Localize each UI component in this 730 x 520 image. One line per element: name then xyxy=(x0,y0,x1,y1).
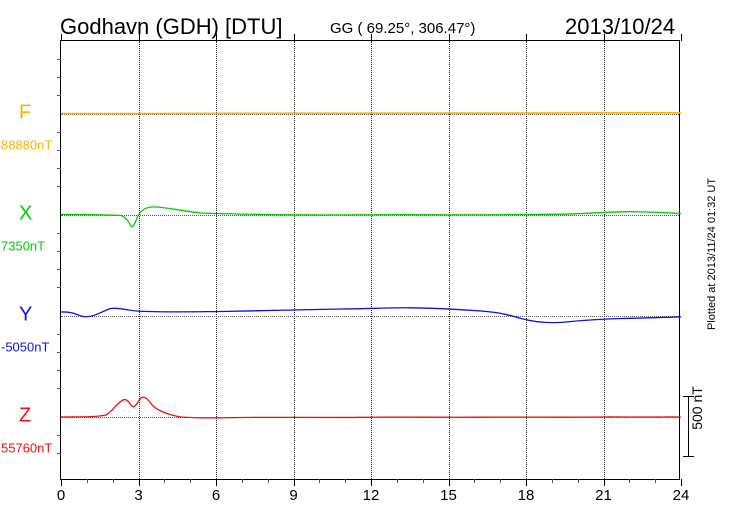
magnetogram-chart: Godhavn (GDH) [DTU] GG ( 69.25°, 306.47°… xyxy=(0,0,730,520)
xtick-15: 15 xyxy=(440,487,457,504)
xtick-18: 18 xyxy=(518,487,535,504)
label-Y: Y xyxy=(19,303,32,326)
xtick-9: 9 xyxy=(289,487,297,504)
value-Y: -5050nT xyxy=(1,340,49,355)
label-X: X xyxy=(19,202,32,225)
scale-bar: 500 nT xyxy=(683,396,723,456)
xtick-12: 12 xyxy=(363,487,380,504)
xtick-0: 0 xyxy=(57,487,65,504)
value-X: 7350nT xyxy=(1,239,45,254)
value-F: 88880nT xyxy=(1,138,52,153)
xtick-21: 21 xyxy=(595,487,612,504)
plot-area: 0 3 6 9 12 15 18 21 24 F 88880nT X 7350n… xyxy=(60,40,680,480)
value-Z: 55760nT xyxy=(1,441,52,456)
plotted-at-text: Plotted at 2013/11/24 01:32 UT xyxy=(706,178,718,330)
xtick-6: 6 xyxy=(212,487,220,504)
chart-subtitle: GG ( 69.25°, 306.47°) xyxy=(330,20,475,37)
chart-title: Godhavn (GDH) [DTU] xyxy=(60,14,283,40)
label-F: F xyxy=(19,101,31,124)
label-Z: Z xyxy=(19,405,31,428)
trace-line-Z xyxy=(61,41,681,481)
xtick-24: 24 xyxy=(673,487,690,504)
xtick-3: 3 xyxy=(134,487,142,504)
scale-bar-label: 500 nT xyxy=(689,386,705,430)
chart-date: 2013/10/24 xyxy=(565,14,675,40)
